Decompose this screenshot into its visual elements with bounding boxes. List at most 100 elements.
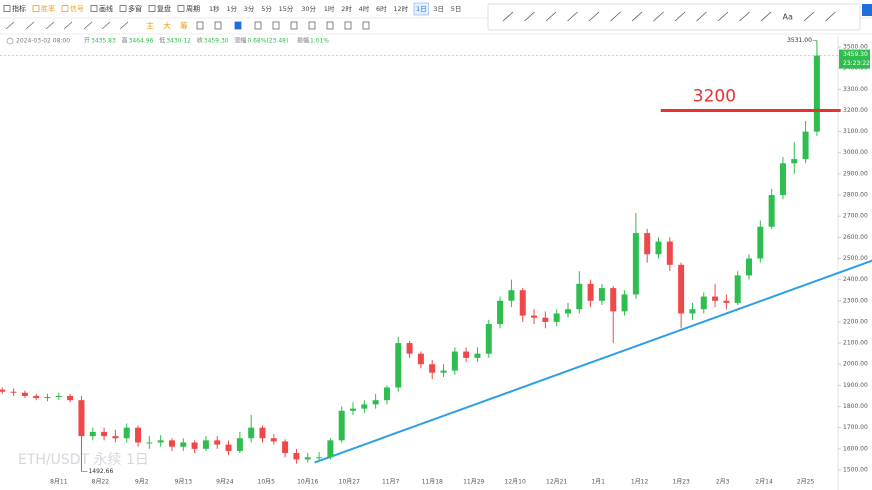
level-label: 3200 xyxy=(693,86,736,106)
draw-tool-icon[interactable] xyxy=(25,21,35,30)
x-tick-label: 9月13 xyxy=(175,479,193,486)
draw-tool-icon[interactable] xyxy=(326,21,334,30)
draw-tool-icon[interactable] xyxy=(83,21,93,30)
interval-button[interactable]: 5分 xyxy=(261,4,272,13)
float-tool-icon[interactable] xyxy=(588,11,600,22)
tool-button[interactable]: 复盘 xyxy=(157,4,171,13)
candle-body xyxy=(112,436,119,439)
max-label: 3531.00 xyxy=(787,37,812,44)
draw-tool-icon[interactable] xyxy=(196,21,204,30)
candle-body xyxy=(316,457,323,459)
interval-button[interactable]: 3日 xyxy=(433,5,444,13)
candle-body xyxy=(146,442,153,444)
indicator-button[interactable]: 大 xyxy=(163,21,171,31)
draw-tool-icon[interactable] xyxy=(119,21,129,30)
interval-button[interactable]: 5日 xyxy=(451,5,462,13)
candle-body xyxy=(44,397,51,399)
float-tool-icon[interactable] xyxy=(803,11,815,22)
candle-body xyxy=(327,440,334,458)
interval-button[interactable]: 1秒 xyxy=(209,4,220,13)
tool-icon[interactable] xyxy=(3,5,11,12)
indicator-button[interactable]: 主 xyxy=(146,21,154,31)
draw-tool-icon[interactable] xyxy=(344,21,352,30)
draw-tool-icon[interactable] xyxy=(272,21,280,30)
settings-button[interactable] xyxy=(862,4,872,16)
float-tool-icon[interactable] xyxy=(545,11,557,22)
tool-button[interactable]: 周期 xyxy=(186,5,200,13)
draw-tool-icon[interactable] xyxy=(5,21,15,30)
indicator-button[interactable]: 筹 xyxy=(180,21,188,31)
float-tool-text[interactable]: Aa xyxy=(783,13,793,22)
interval-button[interactable]: 1日 xyxy=(416,5,427,13)
tool-button[interactable]: 信号 xyxy=(70,4,84,13)
float-tool-icon[interactable] xyxy=(674,11,686,22)
candle-body xyxy=(236,438,243,451)
float-tool-icon[interactable] xyxy=(717,11,729,22)
draw-tool-icon[interactable] xyxy=(63,21,73,30)
draw-tool-icon[interactable] xyxy=(254,21,262,30)
candle-body xyxy=(304,457,311,460)
tool-button[interactable]: 画线 xyxy=(99,4,113,13)
x-tick-label: 11月7 xyxy=(382,479,400,486)
candle-body xyxy=(564,309,571,314)
tool-icon[interactable] xyxy=(32,5,40,12)
tool-icon[interactable] xyxy=(61,5,69,12)
float-tool-icon[interactable] xyxy=(739,11,750,22)
price-tag-value: 3459.30 xyxy=(843,51,868,58)
tool-icon[interactable] xyxy=(119,5,127,12)
x-tick-label: 1月23 xyxy=(672,479,690,486)
interval-button[interactable]: 30分 xyxy=(301,4,316,13)
x-tick-label: 2月3 xyxy=(716,479,730,486)
candle-body xyxy=(451,351,458,371)
tool-icon[interactable] xyxy=(148,5,156,12)
float-tool-icon[interactable] xyxy=(760,11,772,22)
tool-button[interactable]: 多窗 xyxy=(128,4,142,13)
info-label: 开 xyxy=(84,38,90,45)
draw-tool-icon[interactable] xyxy=(308,21,316,30)
candle-body xyxy=(202,440,209,449)
candle-body xyxy=(259,427,266,439)
tool-button[interactable]: 胜率 xyxy=(41,4,55,13)
x-tick-label: 8月22 xyxy=(92,479,110,486)
candle-body xyxy=(55,395,62,398)
info-value: 3464.96 xyxy=(129,38,154,45)
draw-tool-icon[interactable] xyxy=(214,21,222,30)
draw-tool-icon[interactable] xyxy=(45,21,55,30)
interval-button[interactable]: 6时 xyxy=(376,4,387,13)
draw-tool-icon[interactable] xyxy=(362,21,370,30)
float-tool-icon[interactable] xyxy=(696,11,707,22)
candle-body xyxy=(225,444,232,451)
candle-body xyxy=(0,389,6,392)
float-tool-icon[interactable] xyxy=(524,11,535,22)
y-tick-label: 3200.00 xyxy=(843,107,868,114)
x-tick-label: 1月12 xyxy=(631,479,649,486)
float-tool-icon[interactable] xyxy=(631,11,643,22)
draw-tool-icon[interactable] xyxy=(234,21,242,30)
candle-body xyxy=(440,370,447,373)
candle-body xyxy=(553,313,560,322)
float-tool-icon[interactable] xyxy=(825,11,836,22)
interval-button[interactable]: 1分 xyxy=(226,4,237,13)
float-tool-icon[interactable] xyxy=(610,11,621,22)
candle-body xyxy=(802,131,809,160)
tool-icon[interactable] xyxy=(90,5,98,12)
interval-button[interactable]: 4时 xyxy=(359,4,370,13)
float-tool-icon[interactable] xyxy=(502,11,514,22)
y-tick-label: 1600.00 xyxy=(843,445,868,452)
tool-icon[interactable] xyxy=(177,5,185,12)
tool-button[interactable]: 指标 xyxy=(12,4,26,13)
candle-body xyxy=(168,440,175,447)
interval-button[interactable]: 3分 xyxy=(244,4,255,13)
interval-button[interactable]: 12时 xyxy=(393,4,408,13)
float-tool-icon[interactable] xyxy=(653,11,664,22)
draw-tool-icon[interactable] xyxy=(101,21,111,30)
interval-button[interactable]: 1时 xyxy=(324,4,335,13)
y-tick-label: 2800.00 xyxy=(843,192,868,199)
candle-body xyxy=(67,395,74,401)
interval-button[interactable]: 15分 xyxy=(279,4,294,13)
x-tick-label: 12月10 xyxy=(505,479,526,486)
candle-body xyxy=(180,442,187,447)
interval-button[interactable]: 2时 xyxy=(341,4,352,13)
float-tool-icon[interactable] xyxy=(567,11,578,22)
draw-tool-icon[interactable] xyxy=(290,21,298,30)
